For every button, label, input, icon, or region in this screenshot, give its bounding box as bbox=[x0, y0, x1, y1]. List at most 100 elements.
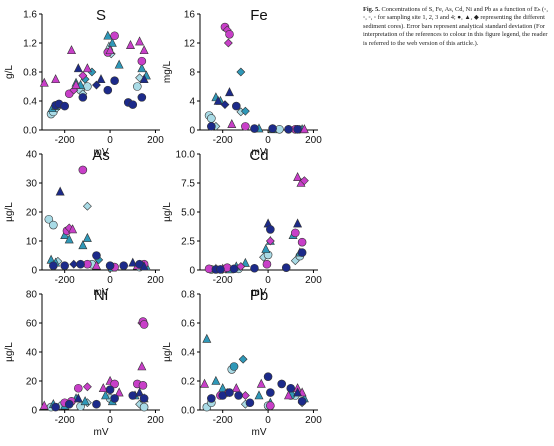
data-point-triangle bbox=[73, 393, 83, 403]
y-tick-label: 5.0 bbox=[181, 208, 195, 219]
data-point-circle bbox=[74, 383, 83, 393]
y-tick-label: 0.0 bbox=[23, 126, 37, 137]
data-point-circle bbox=[119, 261, 128, 270]
data-point-diamond bbox=[236, 67, 246, 77]
y-axis-label: µg/L bbox=[162, 342, 173, 362]
data-point-triangle bbox=[135, 387, 145, 397]
data-point-triangle bbox=[114, 59, 124, 69]
data-point-circle bbox=[139, 320, 149, 329]
x-tick-label: -200 bbox=[213, 415, 233, 426]
data-point-triangle bbox=[39, 77, 49, 87]
data-point-circle bbox=[49, 261, 58, 270]
data-point-circle bbox=[229, 264, 239, 274]
y-tick-label: 0.4 bbox=[181, 348, 195, 359]
data-point-circle bbox=[284, 124, 293, 134]
x-tick-label: 0 bbox=[107, 415, 113, 426]
data-point-triangle bbox=[80, 396, 90, 406]
data-point-circle bbox=[110, 394, 119, 403]
data-point-triangle bbox=[105, 45, 115, 55]
data-point-triangle bbox=[71, 79, 81, 89]
x-axis-label: mV bbox=[252, 147, 267, 158]
data-point-circle bbox=[92, 399, 101, 409]
y-axis-label: mg/L bbox=[162, 60, 173, 83]
data-point-circle bbox=[137, 56, 147, 66]
y-tick-label: 40 bbox=[26, 348, 38, 359]
data-point-circle bbox=[297, 248, 307, 257]
data-point-circle bbox=[78, 165, 88, 175]
x-axis-label: mV bbox=[252, 427, 267, 438]
data-point-diamond bbox=[236, 262, 246, 271]
x-tick-label: 0 bbox=[265, 275, 271, 286]
y-tick-label: 30 bbox=[26, 179, 38, 190]
x-axis-label: mV bbox=[94, 287, 109, 298]
y-tick-label: 4 bbox=[189, 97, 195, 108]
data-point-circle bbox=[49, 220, 58, 230]
x-axis-label: mV bbox=[94, 427, 109, 438]
data-point-triangle bbox=[78, 240, 88, 250]
data-point-circle bbox=[110, 379, 119, 389]
data-point-circle bbox=[103, 85, 113, 95]
data-point-circle bbox=[241, 122, 250, 131]
data-point-triangle bbox=[261, 243, 271, 253]
data-point-diamond bbox=[240, 106, 250, 116]
y-tick-label: 2.5 bbox=[181, 237, 195, 248]
data-point-circle bbox=[64, 399, 74, 409]
y-axis-label: µg/L bbox=[162, 202, 173, 222]
y-tick-label: 60 bbox=[26, 319, 38, 330]
y-tick-label: 1.6 bbox=[23, 10, 37, 21]
y-tick-label: 0.8 bbox=[23, 68, 37, 79]
x-tick-label: -200 bbox=[55, 275, 75, 286]
data-point-circle bbox=[78, 93, 88, 102]
data-point-diamond bbox=[82, 201, 92, 211]
data-point-triangle bbox=[107, 37, 117, 47]
data-point-triangle bbox=[284, 390, 293, 400]
y-tick-label: 0.0 bbox=[181, 406, 195, 417]
data-point-triangle bbox=[137, 63, 147, 73]
data-point-triangle bbox=[200, 378, 210, 388]
data-point-circle bbox=[60, 261, 69, 270]
data-point-circle bbox=[225, 388, 234, 397]
data-point-circle bbox=[245, 398, 255, 408]
panel-title: Ni bbox=[94, 287, 108, 304]
data-point-circle bbox=[277, 379, 286, 389]
data-point-triangle bbox=[98, 383, 108, 393]
data-point-circle bbox=[250, 263, 259, 273]
data-point-diamond bbox=[69, 259, 79, 269]
data-point-circle bbox=[138, 381, 148, 390]
data-point-circle bbox=[137, 93, 147, 102]
data-point-triangle bbox=[91, 260, 101, 270]
data-point-triangle bbox=[39, 400, 49, 410]
data-point-circle bbox=[268, 124, 277, 133]
panel-title: Cd bbox=[249, 147, 268, 164]
y-tick-label: 0.4 bbox=[23, 97, 37, 108]
chart-panel-s: 0.0 0.4 0.8 1.2 1.6 -200 0 200 SmV g/L bbox=[4, 7, 164, 158]
y-tick-label: 0.6 bbox=[181, 319, 195, 330]
y-tick-label: 10 bbox=[26, 237, 38, 248]
data-point-triangle bbox=[55, 186, 65, 196]
data-point-circle bbox=[133, 82, 142, 91]
data-point-circle bbox=[286, 383, 296, 393]
data-point-circle bbox=[234, 391, 243, 400]
data-point-triangle bbox=[231, 383, 241, 393]
y-tick-label: 7.5 bbox=[181, 179, 195, 190]
x-tick-label: 0 bbox=[265, 415, 271, 426]
y-tick-label: 0.2 bbox=[181, 377, 195, 388]
panel-title: As bbox=[92, 147, 110, 164]
x-axis-label: mV bbox=[252, 287, 267, 298]
x-tick-label: 0 bbox=[107, 275, 113, 286]
data-point-diamond bbox=[220, 100, 230, 110]
x-axis-label: mV bbox=[94, 147, 109, 158]
data-point-diamond bbox=[82, 382, 92, 392]
data-point-circle bbox=[297, 396, 307, 406]
y-tick-label: 10.0 bbox=[176, 150, 196, 161]
data-point-circle bbox=[281, 263, 291, 272]
data-point-circle bbox=[83, 82, 92, 91]
data-point-triangle bbox=[211, 375, 221, 385]
data-point-circle bbox=[293, 124, 302, 134]
x-tick-label: -200 bbox=[55, 135, 75, 146]
data-point-circle bbox=[139, 394, 149, 403]
x-tick-label: -200 bbox=[213, 135, 233, 146]
data-point-triangle bbox=[67, 45, 76, 55]
data-point-circle bbox=[110, 76, 119, 85]
